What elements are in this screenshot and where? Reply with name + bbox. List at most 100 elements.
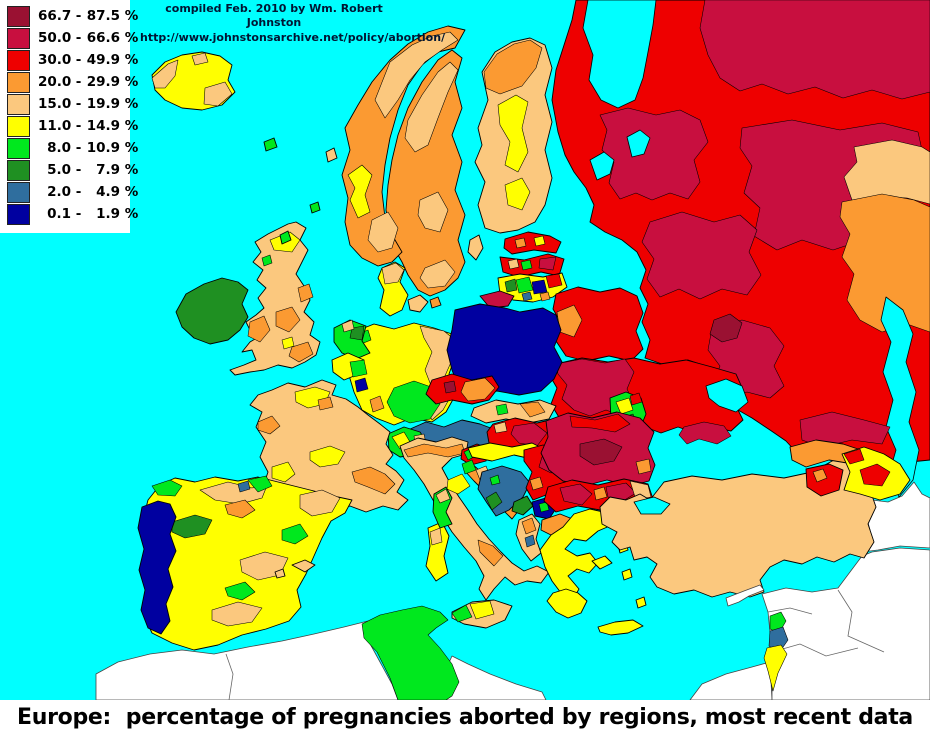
region-cyprus (725, 584, 765, 607)
title-bar: Europe: percentage of pregnancies aborte… (0, 700, 930, 734)
region-sicily-center-yellow (469, 600, 495, 620)
legend-label-7: 5.0 - 7.9 % (47, 162, 139, 178)
region-sweden-south-patch (419, 259, 456, 289)
legend-item-1: 50.0 - 66.6 % (0, 27, 138, 49)
region-norway-north-patch (374, 31, 459, 119)
lake-ladoga (589, 151, 615, 181)
region-belgium-green-patch (349, 359, 368, 378)
region-slovakia-green-dot (495, 403, 509, 416)
region-turkey (599, 453, 877, 598)
region-spain-center-orange (224, 499, 256, 519)
region-denmark-north (381, 262, 405, 285)
legend-item-5: 11.0 - 14.9 % (0, 115, 138, 137)
region-romania-orange-dot (635, 458, 652, 475)
region-estonia (503, 231, 562, 255)
map-legend: 66.7 - 87.5 % 50.0 - 66.6 % 30.0 - 49.9 % 2… (0, 0, 138, 233)
region-spain-navarra-green (247, 475, 273, 493)
region-peloponnese (546, 588, 588, 619)
region-bosnia-green-dot (489, 474, 501, 486)
region-gotland (467, 234, 484, 261)
region-spain-andalusia-peach (211, 601, 263, 627)
region-sweden-north-patch (404, 61, 459, 153)
region-crete (597, 619, 644, 636)
region-corsica-north-peach (435, 488, 451, 504)
region-euboea (591, 555, 613, 570)
region-lithuania-steel-dot (521, 291, 533, 302)
legend-swatch-4 (7, 93, 30, 115)
region-sicily-west-green (451, 604, 473, 623)
region-sweden-mid-patch (417, 191, 449, 233)
region-latvia-peach-dot (507, 258, 520, 270)
legend-label-1: 50.0 - 66.6 % (38, 30, 139, 46)
legend-swatch-8 (7, 181, 30, 203)
legend-label-4: 15.0 - 19.9 % (38, 96, 139, 112)
region-romania-maroon-patch (579, 438, 623, 466)
legend-item-7: 5.0 - 7.9 % (0, 159, 138, 181)
region-glasgow-green-dot (261, 254, 273, 267)
region-poland (446, 303, 563, 396)
region-netherlands-dkgreen-patch (349, 325, 365, 341)
region-lithuania-dkgreen-dot (504, 278, 518, 293)
region-norway-west-yellow (347, 164, 373, 219)
lake-onega (626, 129, 651, 158)
region-germany-sw-orange-dot (369, 395, 385, 413)
region-russia-maroon-patch (709, 313, 743, 343)
region-hebrides (279, 230, 292, 245)
region-israel-south (763, 644, 788, 692)
region-kazakhstan (839, 193, 930, 333)
region-london-orange (288, 341, 314, 363)
legend-swatch-5 (7, 115, 30, 137)
region-bulgaria-orange-dot (593, 486, 608, 501)
legend-swatch-2 (7, 49, 30, 71)
legend-label-8: 2.0 - 4.9 % (47, 184, 139, 200)
region-tunisia (361, 605, 460, 700)
legend-label-0: 66.7 - 87.5 % (38, 8, 139, 24)
region-estonia-orange-dot (514, 237, 527, 249)
region-romania-north-red (569, 413, 631, 433)
region-shetland (325, 147, 338, 163)
region-ne-england-orange (297, 283, 314, 303)
region-rhodes (635, 596, 647, 609)
region-iceland-west-peach (151, 59, 179, 89)
region-spain-basque-steel-dot (237, 480, 251, 493)
attribution-line2: http://www.johnstonsarchive.net/policy/a… (140, 30, 446, 44)
region-lithuania-orange-dot (539, 291, 551, 302)
attribution-line1: compiled Feb. 2010 by Wm. Robert Johnsto… (165, 2, 383, 30)
region-albania-orange-patch (521, 517, 537, 535)
region-finland-south-yellow (504, 177, 531, 211)
region-egypt (689, 661, 773, 700)
region-albania-steel-dot (524, 534, 536, 548)
region-crimea (678, 421, 732, 445)
region-denmark-islands (407, 294, 429, 313)
map-title: Europe: percentage of pregnancies aborte… (17, 704, 913, 730)
region-estonia-yellow-dot (533, 235, 546, 247)
region-bulgaria-east-crimson (605, 482, 637, 502)
region-iceland-north-peach (191, 52, 209, 66)
legend-swatch-1 (7, 27, 30, 49)
region-iceland-se-peach (203, 81, 233, 107)
region-france-brittany-orange (257, 415, 281, 435)
region-france-sw-yellow (271, 461, 296, 483)
region-lithuania-navy-dot (531, 279, 548, 295)
region-latvia-green-dot (520, 259, 533, 271)
region-italy-tuscany-yellow (446, 473, 471, 495)
region-kazakhstan-north (843, 139, 930, 205)
region-spain-galicia-green (151, 479, 183, 497)
region-spain-south-green (224, 581, 256, 601)
region-lithuania-green-dot (515, 276, 534, 294)
region-moldova-yellow-dot (615, 397, 634, 415)
legend-label-2: 30.0 - 49.9 % (38, 52, 139, 68)
legend-swatch-9 (7, 203, 30, 225)
region-balearic-mallorca (291, 559, 316, 573)
legend-label-3: 20.0 - 29.9 % (38, 74, 139, 90)
legend-swatch-7 (7, 159, 30, 181)
region-france-center-yellow (309, 445, 346, 468)
region-azerbaijan-red-dot (843, 448, 865, 465)
sea-of-azov (705, 378, 749, 413)
region-moldova-red-dot (629, 392, 643, 406)
region-aegean-island-2 (621, 568, 633, 581)
sea-of-marmara (633, 496, 671, 515)
region-italy-naples-orange (477, 539, 504, 567)
border-syria-lebanon (767, 607, 813, 615)
